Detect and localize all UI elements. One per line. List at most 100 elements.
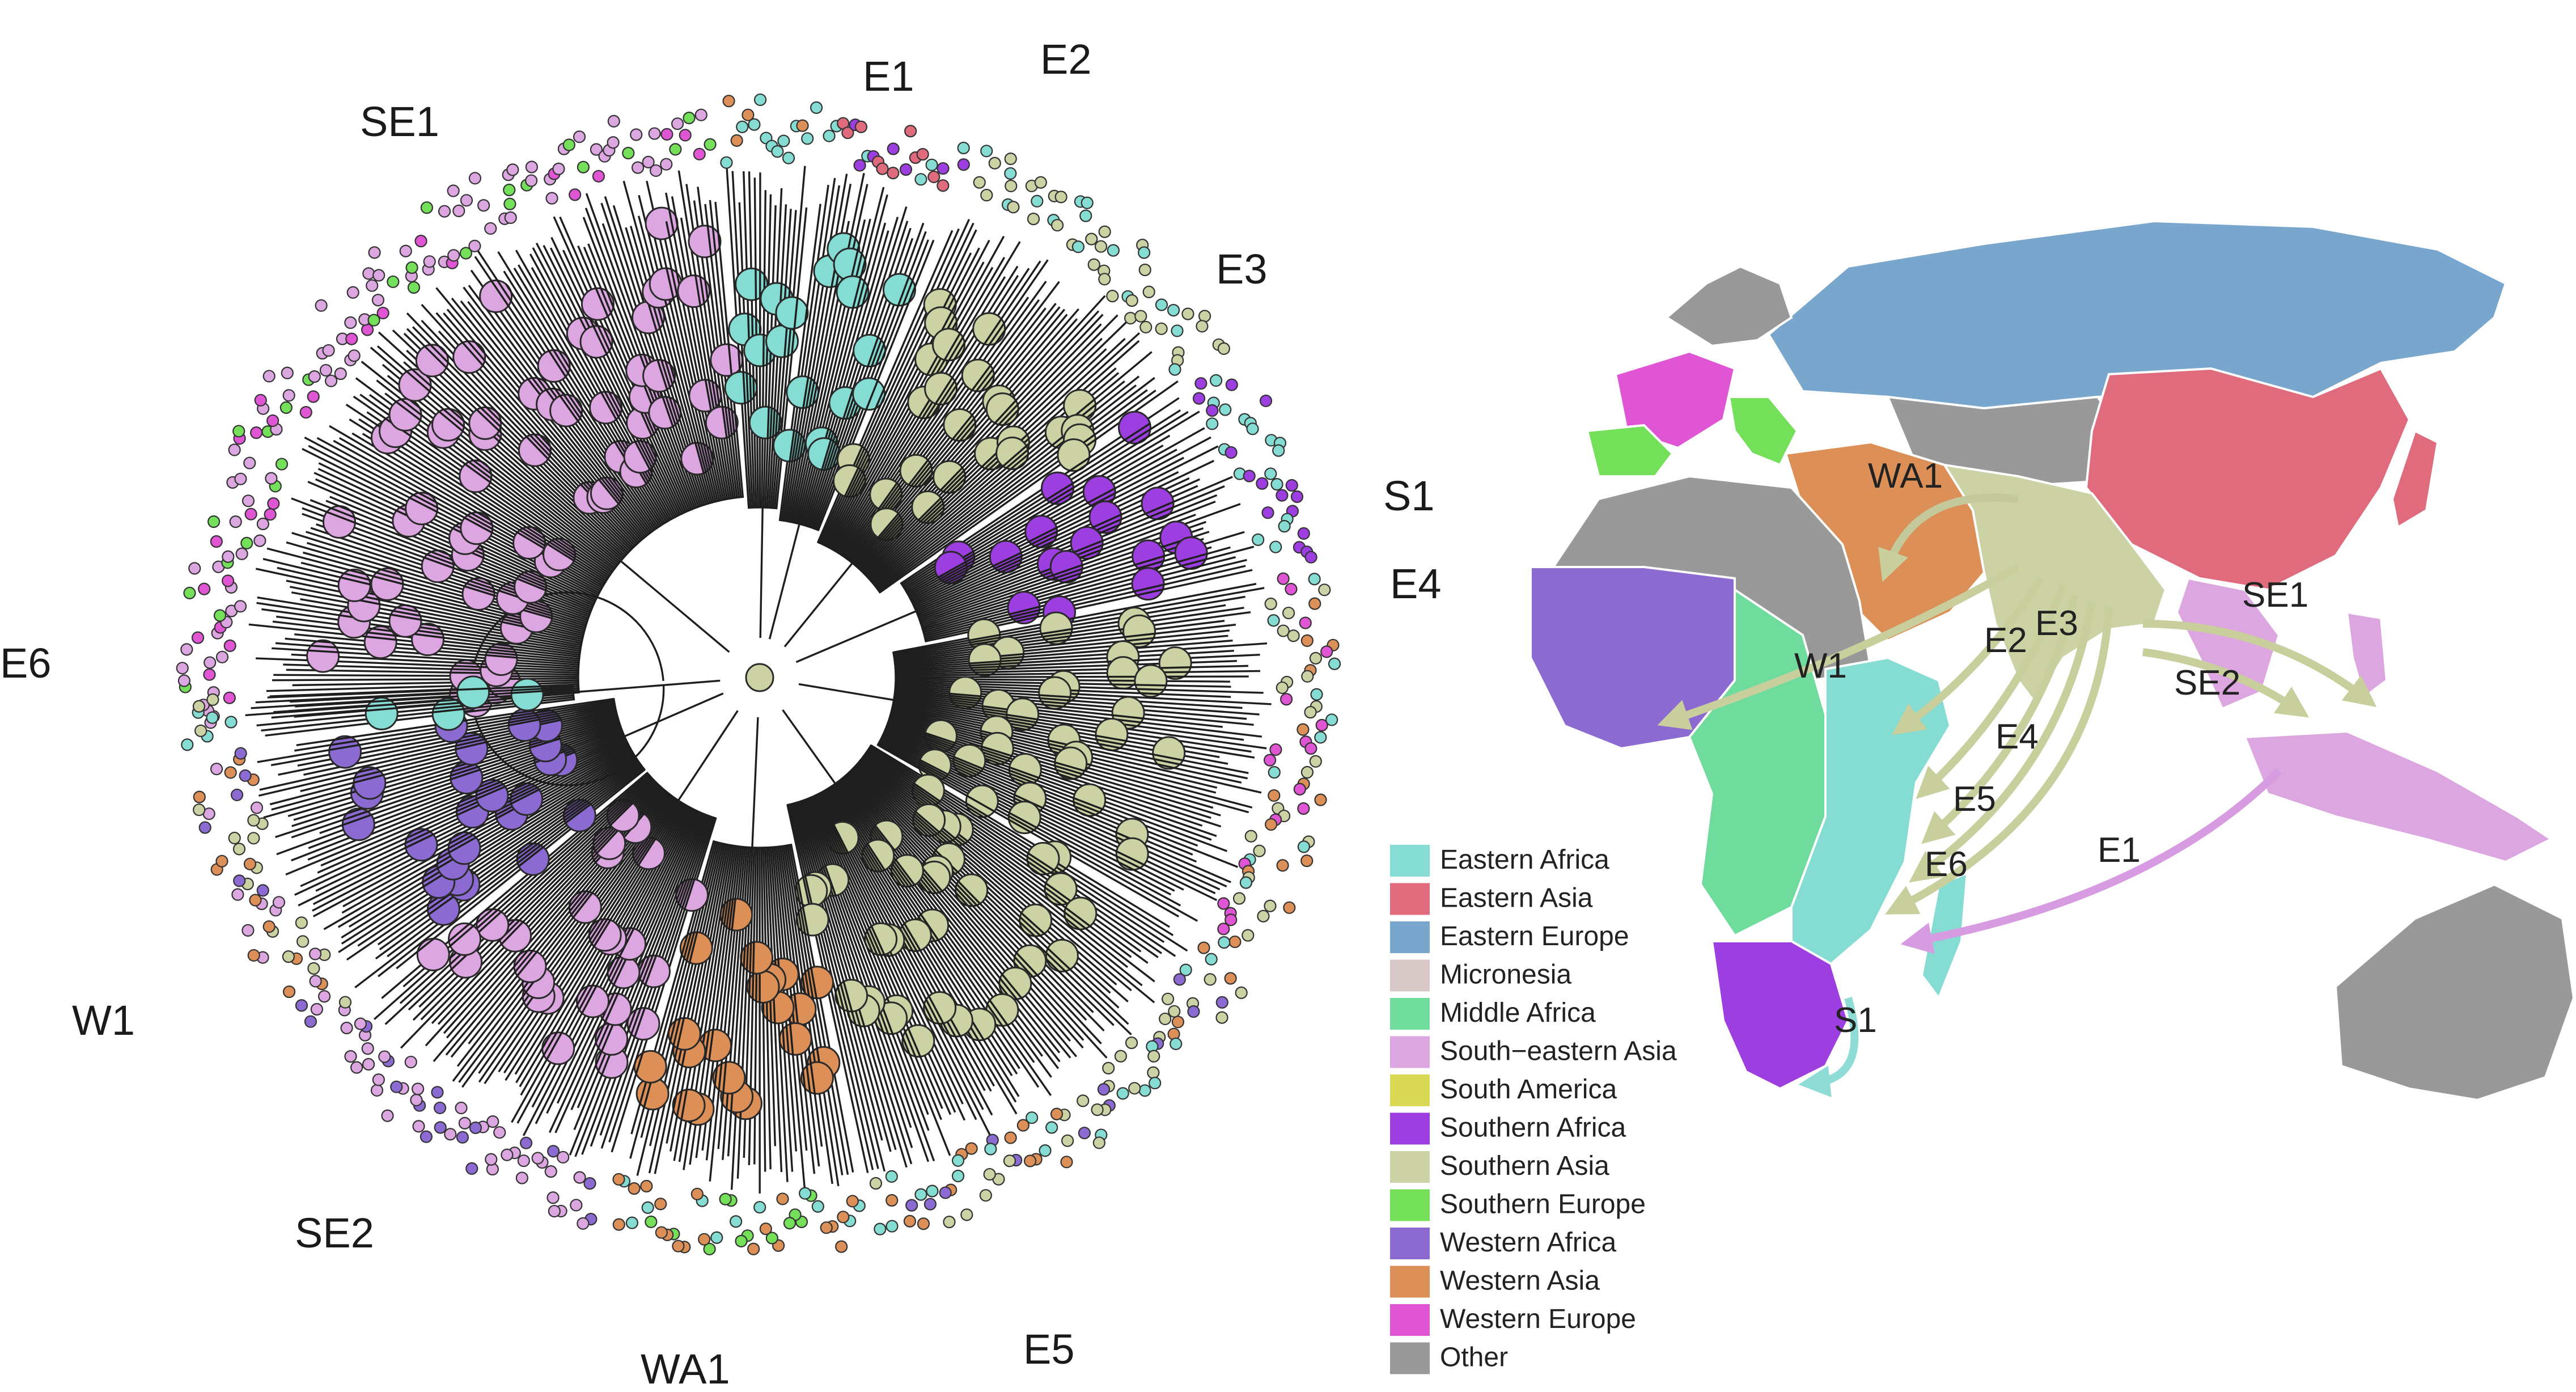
tip-marker xyxy=(319,363,333,377)
tip-marker xyxy=(338,996,352,1009)
tip-marker xyxy=(1297,840,1311,853)
tip-marker xyxy=(887,167,900,180)
arrow-w1 xyxy=(1657,563,2020,730)
tip-marker xyxy=(607,136,620,149)
tip-marker xyxy=(1061,1134,1074,1147)
tip-marker xyxy=(853,159,866,172)
tip-marker xyxy=(250,426,263,439)
tip-marker xyxy=(240,536,253,549)
tip-marker xyxy=(1280,693,1293,706)
arrow-e3 xyxy=(1916,582,2067,799)
phylogenetic-tree xyxy=(176,93,1341,1256)
tip-marker xyxy=(232,843,246,856)
node-pie xyxy=(415,344,449,378)
tip-marker xyxy=(506,163,519,176)
tip-marker xyxy=(1092,1136,1105,1149)
tip-marker xyxy=(1228,935,1242,949)
tip-marker xyxy=(1267,614,1280,627)
tip-marker xyxy=(1007,201,1020,214)
legend-swatch xyxy=(1390,959,1430,992)
region-se-asia-mainland xyxy=(2175,577,2281,710)
tip-marker xyxy=(917,1217,930,1230)
tip-marker xyxy=(694,108,707,121)
node-pie xyxy=(452,340,486,374)
tip-marker xyxy=(372,1073,385,1086)
tip-marker xyxy=(207,515,221,528)
legend-label: South America xyxy=(1440,1074,1617,1105)
tip-marker xyxy=(1225,446,1238,459)
tip-marker xyxy=(1264,467,1277,480)
tip-marker xyxy=(1139,320,1153,334)
legend-swatch xyxy=(1390,1189,1430,1221)
tip-marker xyxy=(765,1232,778,1245)
tip-marker xyxy=(194,724,207,737)
tip-marker xyxy=(1290,490,1304,504)
tip-marker xyxy=(719,1192,732,1205)
tip-marker xyxy=(1181,307,1194,320)
tip-marker xyxy=(362,1057,375,1071)
tip-marker xyxy=(1308,573,1321,586)
tip-marker xyxy=(455,1101,468,1115)
tip-marker xyxy=(1224,972,1237,985)
tip-marker xyxy=(193,790,206,803)
tip-marker xyxy=(1242,929,1255,942)
tip-marker xyxy=(256,884,269,897)
tip-marker xyxy=(960,1208,973,1221)
tip-marker xyxy=(367,314,380,327)
tip-marker xyxy=(1077,1094,1090,1107)
tip-marker xyxy=(414,235,427,248)
clade-label-w1: W1 xyxy=(72,997,135,1044)
tip-marker xyxy=(1138,263,1151,277)
tip-marker xyxy=(590,143,603,156)
arrow-s1 xyxy=(1798,997,1859,1098)
tip-marker xyxy=(548,1204,561,1218)
legend-label: Micronesia xyxy=(1440,960,1571,990)
map-label-s1: S1 xyxy=(1834,1001,1877,1040)
tip-marker xyxy=(1310,688,1323,701)
tip-marker xyxy=(679,129,692,142)
tip-marker xyxy=(366,279,379,292)
tip-marker xyxy=(223,691,236,704)
tip-marker xyxy=(1004,1131,1017,1144)
tip-marker xyxy=(1325,713,1338,726)
tip-marker xyxy=(264,508,277,521)
tip-marker xyxy=(183,586,196,599)
tip-marker xyxy=(1297,527,1310,540)
tip-marker xyxy=(322,344,335,357)
tip-marker xyxy=(622,146,635,160)
tip-marker xyxy=(1023,1154,1037,1167)
tip-marker xyxy=(1300,765,1314,779)
tip-marker xyxy=(544,1165,557,1178)
tip-marker xyxy=(407,281,421,294)
map-label-se2: SE2 xyxy=(2174,663,2240,703)
clade-label-e5: E5 xyxy=(1023,1326,1075,1373)
tip-marker xyxy=(914,173,927,186)
tip-marker xyxy=(820,1221,833,1234)
tip-marker xyxy=(1218,936,1231,949)
tip-marker xyxy=(1246,422,1259,435)
tip-marker xyxy=(577,1217,590,1230)
tip-marker xyxy=(458,1116,471,1129)
tip-marker xyxy=(1315,718,1328,732)
node-pie xyxy=(1134,664,1168,698)
tip-marker xyxy=(1206,404,1219,417)
tip-marker xyxy=(192,700,206,713)
tip-marker xyxy=(1285,479,1298,492)
tip-marker xyxy=(570,1199,583,1212)
tip-marker xyxy=(1268,789,1281,802)
tip-marker xyxy=(371,294,385,307)
node-pie xyxy=(955,873,989,907)
tip-marker xyxy=(242,494,255,507)
tip-marker xyxy=(1328,657,1341,670)
tip-marker xyxy=(720,156,733,169)
tip-marker xyxy=(204,656,217,669)
tip-marker xyxy=(213,609,227,622)
tip-marker xyxy=(307,962,320,975)
tip-marker xyxy=(984,1143,997,1156)
tip-marker xyxy=(973,176,986,189)
tip-marker xyxy=(1256,477,1269,490)
tip-marker xyxy=(275,458,289,471)
tip-marker xyxy=(224,716,238,729)
tip-marker xyxy=(841,126,854,139)
tip-marker xyxy=(504,211,517,225)
